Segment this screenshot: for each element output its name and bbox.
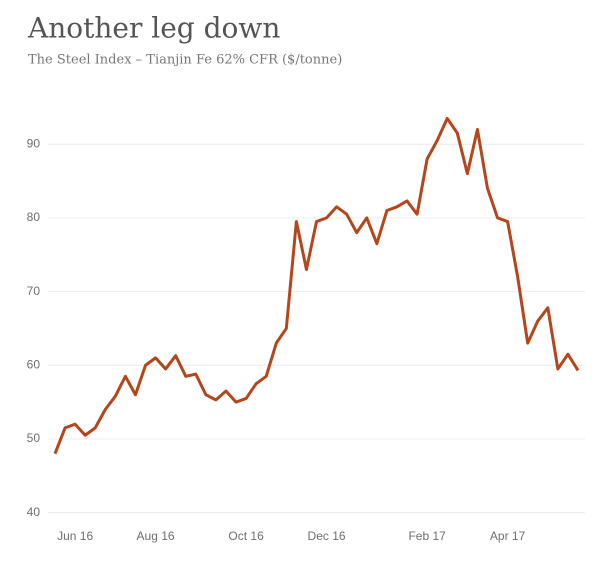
line-series [53,116,580,455]
x-tick-label: Apr 17 [490,529,526,543]
x-tick-label: Dec 16 [308,529,346,543]
y-tick-label: 90 [27,136,41,150]
chart-title: Another leg down [27,12,280,45]
x-tick-label: Oct 16 [228,529,264,543]
x-tick-label: Feb 17 [408,529,446,543]
x-tick-label: Aug 16 [137,529,175,543]
y-tick-label: 50 [27,431,41,445]
x-tick-label: Jun 16 [57,529,93,543]
y-tick-label: 80 [27,210,41,224]
chart-subtitle: The Steel Index – Tianjin Fe 62% CFR ($/… [28,53,342,68]
y-tick-label: 70 [27,284,41,298]
y-tick-label: 40 [27,505,41,519]
y-tick-label: 60 [27,357,41,371]
